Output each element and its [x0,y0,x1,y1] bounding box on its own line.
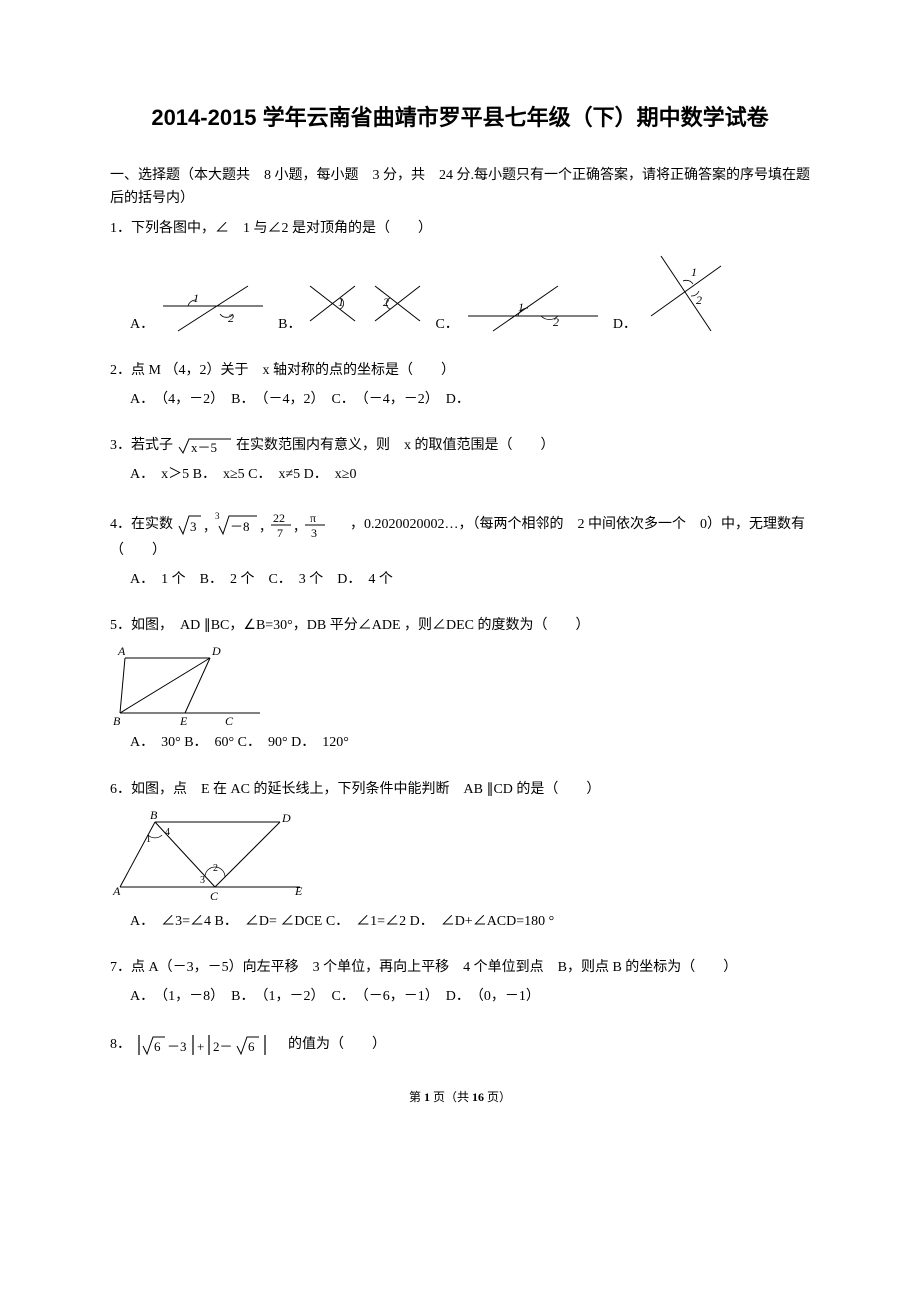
svg-text:，: ， [259,519,272,534]
footer-prefix: 第 [409,1090,424,1104]
svg-text:22: 22 [273,511,285,525]
svg-text:4: 4 [165,827,170,838]
footer-suffix: 页） [484,1090,511,1104]
q4-math: 3 ， 3 －8 ， 22 7 ， π 3 [177,510,347,540]
q2-options: A． （4，－2） B． （－4，2） C． （－4，－2） D． [110,389,810,411]
svg-text:3: 3 [190,519,197,534]
svg-text:1: 1 [193,291,199,305]
svg-text:C: C [210,889,219,903]
question-6: 6．如图，点 E 在 AC 的延长线上，下列条件中能判断 AB ∥CD 的是（ … [110,779,810,934]
svg-text:6: 6 [154,1039,161,1054]
q7-options: A． （1，－8） B． （1，－2） C． （－6，－1） D． （0，－1） [110,986,810,1008]
q8-text: 8． 6 －3 + 2－ 6 的值为（ ） [110,1032,810,1058]
svg-text:1: 1 [691,265,697,279]
question-3: 3．若式子 x－5 在实数范围内有意义，则 x 的取值范围是（ ） A． x＞5… [110,435,810,486]
q5-options: A． 30° B． 60° C． 90° D． 120° [110,732,810,754]
footer-total: 16 [472,1090,484,1104]
q3-options: A． x＞5 B． x≥5 C． x≠5 D． x≥0 [110,464,810,486]
q3-after: 在实数范围内有意义，则 x 的取值范围是（ ） [236,438,555,453]
question-4: 4．在实数 3 ， 3 －8 ， 22 7 ， π 3 ，0.202002000… [110,510,810,591]
q7-text: 7．点 A（－3，－5）向左平移 3 个单位，再向上平移 4 个单位到点 B，则… [110,957,810,979]
question-7: 7．点 A（－3，－5）向左平移 3 个单位，再向上平移 4 个单位到点 B，则… [110,957,810,1008]
svg-text:+: + [197,1039,204,1054]
section-intro: 一、选择题（本大题共 8 小题，每小题 3 分，共 24 分.每小题只有一个正确… [110,165,810,210]
question-5: 5．如图， AD ∥BC，∠B=30°，DB 平分∠ADE ，则∠DEC 的度数… [110,615,810,755]
question-1: 1．下列各图中，∠ 1 与∠2 是对顶角的是（ ） A． 1 2 B． 1 2 [110,218,810,336]
q8-before: 8． [110,1037,131,1052]
q6-options: A． ∠3=∠4 B． ∠D= ∠DCE C． ∠1=∠2 D． ∠D+∠ACD… [110,911,810,933]
svg-text:2: 2 [213,863,218,874]
q3-text: 3．若式子 x－5 在实数范围内有意义，则 x 的取值范围是（ ） [110,435,810,458]
footer-mid: 页（共 [430,1090,472,1104]
svg-text:，: ， [203,519,216,534]
q4-text: 4．在实数 3 ， 3 －8 ， 22 7 ， π 3 ，0.202002000… [110,510,810,562]
question-8: 8． 6 －3 + 2－ 6 的值为（ ） [110,1032,810,1058]
svg-text:D: D [211,644,221,658]
q6-diagram: B D A C E 1 4 2 3 [110,807,310,907]
q1-diagram-a: 1 2 [158,276,268,336]
svg-text:B: B [113,714,121,728]
svg-text:D: D [281,811,291,825]
q1-diagram-b: 1 2 [305,276,425,336]
svg-text:2: 2 [696,293,702,307]
svg-text:x－5: x－5 [191,440,217,455]
svg-text:π: π [310,511,316,525]
svg-text:－3: －3 [167,1039,187,1054]
q4-options: A． 1 个 B． 2 个 C． 3 个 D． 4 个 [110,569,810,591]
page-title: 2014-2015 学年云南省曲靖市罗平县七年级（下）期中数学试卷 [110,100,810,135]
svg-text:2: 2 [383,295,389,309]
svg-text:B: B [150,808,158,822]
q5-text: 5．如图， AD ∥BC，∠B=30°，DB 平分∠ADE ，则∠DEC 的度数… [110,615,810,637]
q1-diagrams: A． 1 2 B． 1 2 C． [110,246,810,336]
q1-label-c: C． [435,314,458,336]
page-footer: 第 1 页（共 16 页） [110,1088,810,1107]
svg-text:3: 3 [311,526,317,540]
svg-text:E: E [179,714,188,728]
svg-text:，: ， [293,519,306,534]
q1-label-d: D． [613,314,637,336]
q1-diagram-d: 1 2 [641,246,731,336]
q2-text: 2．点 M （4，2）关于 x 轴对称的点的坐标是（ ） [110,360,810,382]
q1-label-a: A． [130,314,154,336]
q3-before: 3．若式子 [110,438,177,453]
svg-text:A: A [117,644,126,658]
svg-text:2: 2 [228,311,234,325]
q8-after: 的值为（ ） [288,1037,386,1052]
svg-text:2: 2 [553,315,559,329]
q5-diagram: A D B E C [110,643,270,728]
svg-text:E: E [294,884,303,898]
q4-before: 4．在实数 [110,517,177,532]
svg-text:6: 6 [248,1039,255,1054]
q3-sqrt: x－5 [177,435,233,457]
svg-text:－8: －8 [230,519,250,534]
svg-text:A: A [112,884,121,898]
svg-text:7: 7 [277,526,283,540]
svg-text:C: C [225,714,234,728]
svg-text:3: 3 [200,875,205,886]
svg-text:1: 1 [518,300,524,314]
q1-diagram-c: 1 2 [463,276,603,336]
q8-math: 6 －3 + 2－ 6 [135,1032,285,1058]
q1-label-b: B． [278,314,301,336]
q6-text: 6．如图，点 E 在 AC 的延长线上，下列条件中能判断 AB ∥CD 的是（ … [110,779,810,801]
q1-text: 1．下列各图中，∠ 1 与∠2 是对顶角的是（ ） [110,218,810,240]
svg-text:3: 3 [215,511,220,521]
svg-text:2－: 2－ [213,1039,233,1054]
question-2: 2．点 M （4，2）关于 x 轴对称的点的坐标是（ ） A． （4，－2） B… [110,360,810,411]
